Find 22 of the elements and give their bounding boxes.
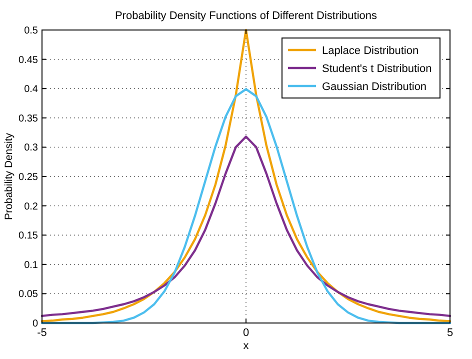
legend-label: Student's t Distribution xyxy=(322,62,432,75)
legend-label: Gaussian Distribution xyxy=(322,80,427,93)
chart-title: Probability Density Functions of Different Distributions xyxy=(114,10,378,22)
y-tick-label: 0 xyxy=(32,318,38,330)
y-tick-label: 0.2 xyxy=(24,201,38,212)
y-tick-label: 0.35 xyxy=(18,113,38,124)
x-tick-label: 0 xyxy=(242,327,250,339)
y-tick-label: 0.1 xyxy=(24,260,38,271)
x-tick-label: 5 xyxy=(446,327,454,339)
legend-label: Laplace Distribution xyxy=(322,44,419,57)
y-tick-label: 0.5 xyxy=(24,26,38,36)
line-series xyxy=(40,28,452,322)
y-tick-label: 0.15 xyxy=(18,230,38,242)
x-tick-label: -5 xyxy=(37,327,47,339)
y-axis-title: Probability Density xyxy=(3,132,15,220)
y-tick-label: 0.4 xyxy=(24,84,38,96)
y-tick-label: 0.45 xyxy=(18,54,38,66)
y-tick-label: 0.05 xyxy=(18,289,38,300)
x-axis-title: x xyxy=(243,340,250,352)
line-series xyxy=(40,136,452,318)
y-tick-label: 0.25 xyxy=(18,172,38,183)
y-tick-label: 0.3 xyxy=(24,142,38,154)
